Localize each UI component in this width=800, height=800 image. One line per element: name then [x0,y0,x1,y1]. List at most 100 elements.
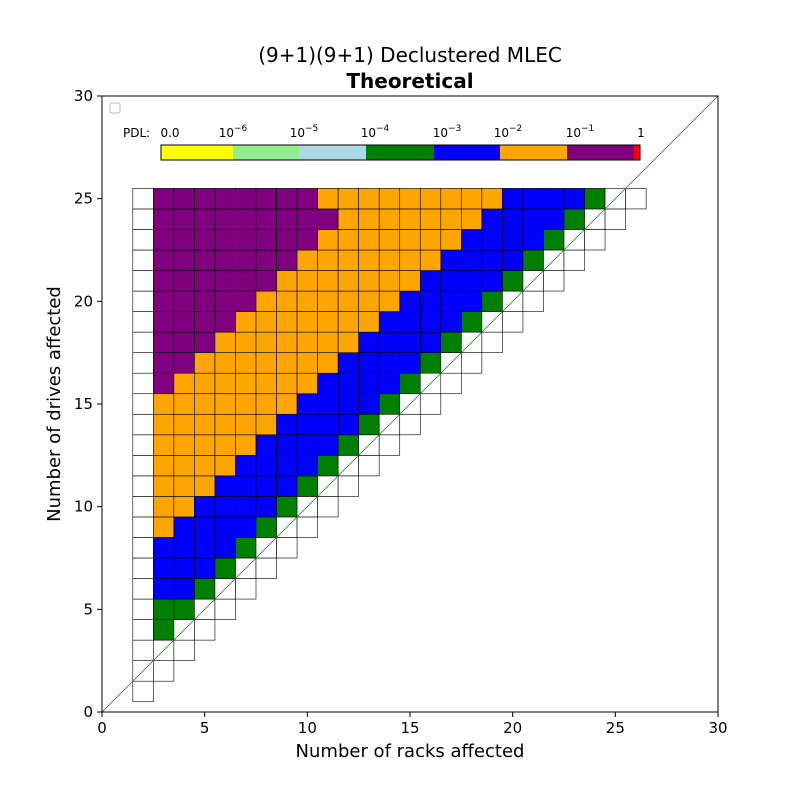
colorbar-tick-label: 10−2 [494,124,523,140]
heatmap-cell [173,270,195,292]
heatmap-cell [153,249,175,271]
x-tick-label: 20 [503,719,522,737]
heatmap-cell [378,208,401,230]
heatmap-cell [255,413,277,436]
heatmap-cell [194,434,216,456]
heatmap-cell [214,208,236,230]
chart-subtitle: Theoretical [346,69,473,93]
heatmap-cell [276,434,298,456]
y-axis-label: Number of drives affected [44,286,65,522]
heatmap-cell [132,229,154,251]
heatmap-cell [358,270,380,292]
heatmap-cell [132,578,154,600]
heatmap-cell [132,619,154,641]
heatmap-cell [378,352,401,374]
heatmap-cell [276,372,298,395]
heatmap-cell [563,208,585,230]
heatmap-cell [194,578,216,600]
heatmap-cell [399,311,421,333]
heatmap-cell [153,434,175,456]
heatmap-cell [337,208,359,230]
heatmap-cell [255,229,277,251]
heatmap-cell [153,516,175,538]
heatmap-cell [153,311,175,333]
heatmap-cell [153,352,175,374]
heatmap-cell [173,249,195,271]
heatmap-cell [440,229,462,251]
colorbar-tick-label: 10−1 [566,124,595,140]
heatmap-cell [214,455,236,477]
heatmap-cell [214,434,236,456]
heatmap-cell [153,270,175,292]
heatmap-cell [399,290,421,312]
heatmap-cell [296,516,318,538]
heatmap-cell [132,290,154,312]
heatmap-cell [235,496,257,518]
heatmap-cell [153,188,175,210]
heatmap-cell [173,413,195,436]
heatmap-cell [419,229,442,251]
heatmap-cell [153,660,175,682]
heatmap-cell [153,557,175,579]
heatmap-cell [296,188,318,210]
heatmap-cell [296,270,318,292]
heatmap-cell [194,619,216,641]
heatmap-cell [235,229,257,251]
legend-box [109,102,121,114]
heatmap-cell [173,578,195,600]
heatmap-cell [173,496,195,518]
heatmap-cell [194,455,216,477]
heatmap-cell [440,331,462,353]
heatmap-cell [132,270,154,292]
heatmap-cell [317,331,339,353]
heatmap-cell [399,249,421,271]
heatmap-cell [194,475,216,497]
heatmap-cell [419,249,442,271]
colorbar-bin [434,145,500,160]
heatmap-cell [255,290,277,312]
heatmap-cell [173,229,195,251]
heatmap-cell [132,249,154,271]
heatmap-cell [235,208,257,230]
heatmap-cell [276,413,298,436]
heatmap-cell [255,311,277,333]
heatmap-cell [296,455,318,477]
heatmap-cell [317,311,339,333]
heatmap-cell [543,208,565,230]
heatmap-cell [337,229,359,251]
heatmap-cell [543,188,565,210]
heatmap-cell [214,475,236,497]
heatmap-cell [153,393,175,415]
heatmap-cell [296,331,318,353]
heatmap-cell [502,208,524,230]
colorbar-tick-label: 10−4 [361,124,390,140]
heatmap-cells [132,188,647,703]
colorbar-bin [233,145,299,160]
heatmap-cell [214,557,236,579]
heatmap-cell [378,270,401,292]
heatmap-cell [173,290,195,312]
heatmap-cell [378,372,401,395]
heatmap-cell [194,229,216,251]
heatmap-cell [399,229,421,251]
heatmap-cell [132,639,154,661]
heatmap-cell [235,372,257,395]
x-tick-label: 0 [97,719,107,737]
colorbar-tick-label: 10−3 [433,124,462,140]
pdl-label: PDL: [123,126,150,140]
heatmap-cell [502,270,524,292]
heatmap-cell [604,208,626,230]
heatmap-cell [194,537,216,559]
heatmap-cell [214,229,236,251]
heatmap-cell [358,372,380,395]
y-tick-label: 20 [74,292,93,310]
heatmap-cell [522,249,544,271]
heatmap-cell [214,311,236,333]
heatmap-cell [214,290,236,312]
heatmap-cell [194,270,216,292]
heatmap-cell [214,188,236,210]
colorbar-bin [161,145,233,160]
heatmap-cell [276,311,298,333]
heatmap-cell [194,208,216,230]
heatmap-cell [255,557,277,579]
